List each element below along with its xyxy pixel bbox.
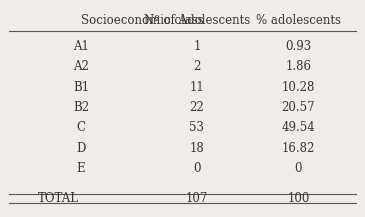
Text: 0: 0 xyxy=(193,162,201,175)
Text: TOTAL: TOTAL xyxy=(38,192,78,205)
Text: 0: 0 xyxy=(295,162,302,175)
Text: Nº of Adolescents: Nº of Adolescents xyxy=(144,14,250,27)
Text: 20.57: 20.57 xyxy=(282,101,315,114)
Text: A1: A1 xyxy=(73,40,89,53)
Text: 22: 22 xyxy=(189,101,204,114)
Text: 53: 53 xyxy=(189,121,204,134)
Text: B2: B2 xyxy=(73,101,89,114)
Text: A2: A2 xyxy=(73,60,89,73)
Text: 107: 107 xyxy=(186,192,208,205)
Text: 16.82: 16.82 xyxy=(282,142,315,155)
Text: E: E xyxy=(77,162,85,175)
Text: Socioeconomic class: Socioeconomic class xyxy=(81,14,204,27)
Text: B1: B1 xyxy=(73,81,89,94)
Text: 100: 100 xyxy=(287,192,310,205)
Text: C: C xyxy=(77,121,85,134)
Text: 2: 2 xyxy=(193,60,201,73)
Text: 0.93: 0.93 xyxy=(285,40,312,53)
Text: % adolescents: % adolescents xyxy=(256,14,341,27)
Text: 1: 1 xyxy=(193,40,201,53)
Text: 11: 11 xyxy=(189,81,204,94)
Text: 18: 18 xyxy=(189,142,204,155)
Text: 1.86: 1.86 xyxy=(285,60,311,73)
Text: D: D xyxy=(76,142,86,155)
Text: 10.28: 10.28 xyxy=(282,81,315,94)
Text: 49.54: 49.54 xyxy=(281,121,315,134)
